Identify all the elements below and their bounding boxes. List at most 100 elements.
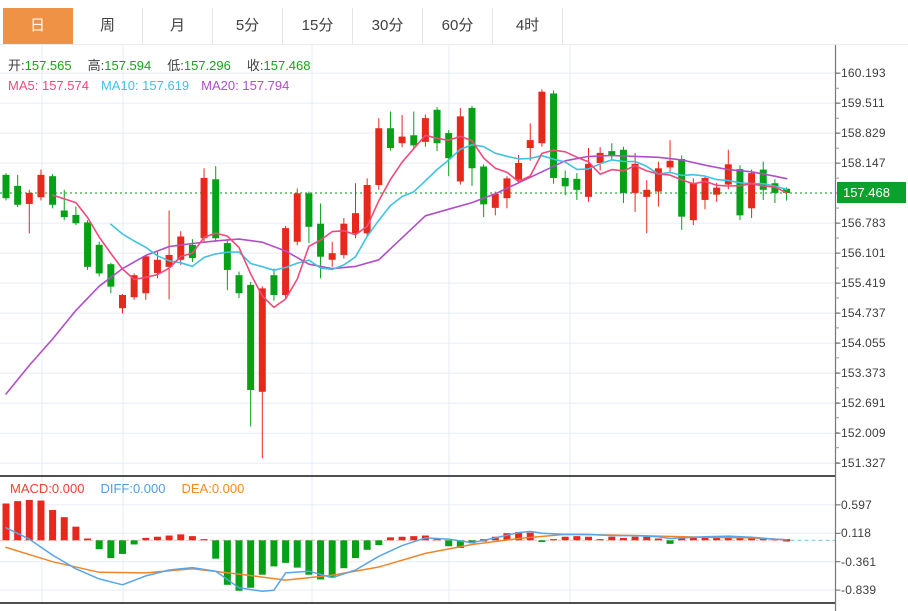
macd-hist-bar [60,517,68,541]
candle-body [678,159,686,217]
candle-body [748,173,756,209]
tab-60min[interactable]: 60分 [423,8,493,44]
macd-hist-bar [666,540,674,544]
candle-body [200,177,208,239]
macd-hist-bar [585,536,592,541]
macd-hist-bar [165,535,173,541]
candle-body [515,162,523,180]
candle-body [235,275,243,294]
candle-body [573,178,581,190]
candle-body [550,93,558,178]
candle-body [608,151,616,156]
macd-hist-bar [724,537,732,541]
macd-hist-bar [72,526,80,541]
macd-hist-bar [619,537,627,541]
low-value: 157.296 [183,58,231,73]
tab-4hour[interactable]: 4时 [493,8,563,44]
ohlc-quote-row: 开:157.565 高:157.594 低:157.296 收:157.468 [8,55,311,74]
candle-body [49,176,57,205]
tab-5min[interactable]: 5分 [213,8,283,44]
macd-hist-bar [223,540,231,585]
candle-body [270,275,278,295]
tab-15min[interactable]: 15分 [283,8,353,44]
open-value: 157.565 [24,58,72,73]
candle-body [433,109,441,144]
ma20-label: MA20: [201,78,239,93]
candle-body [561,177,569,187]
macd-hist-bar [37,500,45,541]
low-label: 低: [167,58,184,73]
candle-body [177,236,185,260]
candle-body [293,193,301,242]
diff-label: DIFF: [100,481,133,496]
macd-hist-bar [212,540,220,559]
macd-legend-row: MACD:0.000 DIFF:0.000 DEA:0.000 [10,481,244,496]
candle-body [72,214,80,224]
candle-body [783,188,791,193]
tab-30min[interactable]: 30分 [353,8,423,44]
candle-body [526,140,534,149]
tab-month[interactable]: 月 [143,8,213,44]
diff-line [5,527,788,593]
macd-hist-bar [654,538,662,541]
macd-hist-bar [550,539,558,541]
close-value: 157.468 [263,58,311,73]
macd-hist-bar [573,536,581,541]
tab-day[interactable]: 日 [3,8,73,44]
macd-hist-bar [258,540,266,575]
macd-hist-bar [631,536,639,541]
macd-hist-bar [200,539,208,541]
candle-body [247,284,255,391]
macd-hist-bar [398,536,406,541]
ma5-value: 157.574 [41,78,89,93]
price-axis-label: 160.193 [841,66,886,81]
price-axis-label: 152.691 [841,396,886,411]
macd-hist-bar [119,540,126,554]
price-axis-label: 154.737 [841,306,886,321]
candle-body [771,183,779,193]
macd-hist-bar [445,540,453,547]
candle-body [468,107,476,169]
macd-axis-label: 0.118 [841,526,872,541]
macd-hist-bar [317,540,325,580]
price-axis-label: 155.419 [841,276,886,291]
candle-body [689,183,697,221]
macd-hist-bar [142,537,150,541]
ma10-line [110,143,788,272]
candle-body [398,136,406,144]
candle-body [410,135,418,146]
macd-hist-bar [328,540,336,578]
candle-body [60,210,68,218]
macd-value: 0.000 [51,481,85,496]
macd-hist-bar [235,540,243,591]
macd-hist-bar [177,534,185,541]
macd-hist-bar [678,537,686,541]
candle-body [585,163,592,197]
macd-hist-bar [2,503,10,541]
candle-body [352,213,359,234]
tab-week[interactable]: 周 [73,8,143,44]
candle-body [130,275,138,298]
candle-body [84,222,92,267]
candle-body [491,193,499,208]
macd-hist-bar [701,536,709,541]
macd-hist-bar [188,536,196,541]
candle-body [328,253,336,260]
price-axis-label: 153.373 [841,366,886,381]
macd-hist-bar [515,531,523,541]
macd-axis-label: -0.839 [841,583,877,598]
candle-body [107,264,115,287]
price-axis-label: 151.327 [841,456,886,471]
price-axis-label: 159.511 [841,96,885,111]
candle-body [142,256,150,294]
macd-hist-bar [107,540,115,559]
candle-body [25,192,33,204]
candle-body [643,189,651,197]
candle-body [538,91,546,144]
candle-body [305,193,313,227]
ma10-label: MA10: [100,78,139,93]
candle-body [363,184,371,234]
candle-body [188,244,196,259]
